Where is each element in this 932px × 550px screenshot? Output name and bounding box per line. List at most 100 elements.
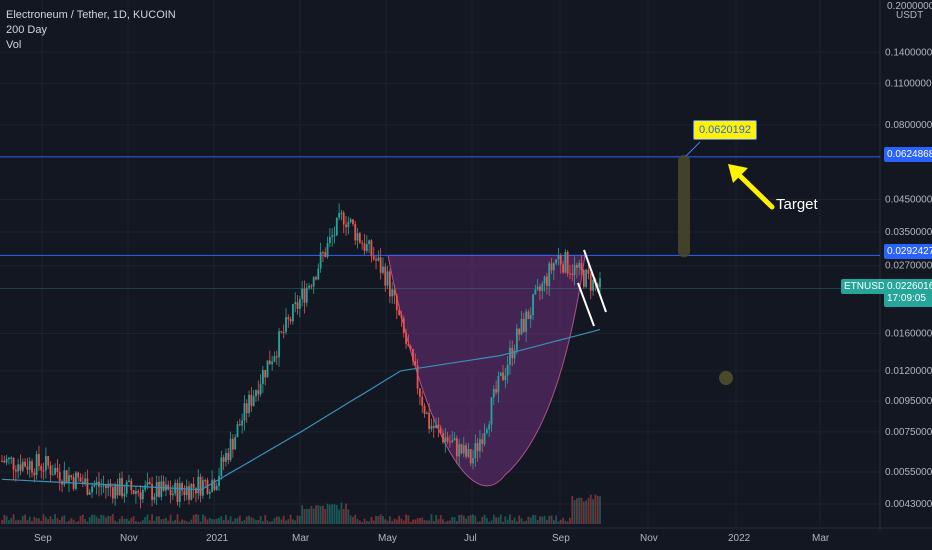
candle-body [571, 273, 574, 275]
volume-bar [262, 521, 264, 524]
candle-body [432, 426, 435, 429]
volume-bar [303, 509, 306, 524]
volume-bar [322, 505, 324, 524]
volume-bar [509, 514, 511, 524]
candle-body [388, 271, 391, 297]
volume-bar [589, 494, 592, 524]
volume-bar [292, 519, 294, 524]
volume-bar [559, 519, 562, 524]
volume-bar [342, 508, 345, 524]
candle-body [24, 461, 26, 467]
volume-bar [444, 521, 447, 524]
candle-body [492, 389, 495, 398]
volume-bar [582, 501, 585, 524]
volume-bar [504, 516, 507, 524]
volume-bar [125, 518, 128, 524]
candle-body [211, 479, 214, 492]
volume-bar [592, 499, 594, 524]
candle-body [467, 449, 470, 457]
y-tick-label: 0.0055000 [885, 467, 932, 478]
candle-body [292, 304, 294, 322]
candle-body [206, 480, 209, 494]
volume-bar [107, 515, 110, 524]
candle-body [587, 269, 590, 274]
volume-bar [77, 521, 80, 524]
candle-body [204, 480, 207, 482]
candle-body [331, 235, 334, 237]
candle-body [335, 217, 338, 236]
y-tick-label: 0.0270000 [885, 261, 932, 272]
volume-bar [594, 494, 597, 524]
candle-body [328, 236, 331, 244]
candle-body [518, 328, 521, 335]
candle-body [289, 319, 292, 322]
candle-body [192, 484, 195, 488]
candle-body [539, 286, 541, 291]
candle-body [340, 212, 343, 214]
volume-bar [502, 521, 504, 524]
candle-body [444, 437, 447, 443]
volume-bar [305, 508, 308, 524]
volume-bar [370, 516, 373, 524]
volume-bar [248, 515, 250, 524]
volume-bar [176, 514, 179, 524]
volume-bar [400, 518, 403, 524]
candle-body [220, 457, 223, 476]
volume-bar [495, 517, 498, 524]
volume-bar [338, 509, 340, 524]
volume-bar [280, 519, 283, 524]
candle-body [259, 383, 262, 395]
volume-bar [506, 519, 509, 524]
candle-body [213, 479, 216, 490]
target-range-bar [678, 154, 690, 258]
legend-vol: Vol [6, 39, 22, 51]
volume-bar [499, 514, 502, 524]
candle-body [114, 484, 117, 499]
candle-body [125, 481, 128, 494]
volume-bar [386, 520, 389, 524]
volume-bar [264, 515, 267, 524]
candle-body [532, 294, 534, 315]
y-top-label: 0.2000000 [887, 1, 932, 12]
volume-bar [388, 516, 391, 524]
candle-body [298, 299, 301, 309]
candle-body [527, 311, 530, 320]
volume-bar [333, 504, 336, 524]
candle-body [58, 471, 61, 481]
candle-body [215, 486, 218, 490]
volume-bar [382, 515, 384, 524]
candle-body [231, 438, 234, 450]
volume-bar [465, 518, 467, 524]
candle-body [42, 470, 45, 472]
cup-shape [387, 254, 586, 487]
candle-body [266, 360, 269, 378]
candle-body [14, 469, 17, 472]
volume-bar [476, 521, 479, 524]
volume-bar [95, 516, 98, 524]
volume-bar [550, 515, 553, 524]
candle-body [497, 375, 500, 393]
candle-body [227, 453, 230, 460]
candle-body [439, 427, 442, 434]
volume-bar [585, 500, 588, 524]
candle-body [370, 240, 373, 257]
volume-bar [543, 515, 546, 524]
y-tick-label: 0.1400000 [885, 47, 932, 58]
volume-bar [74, 521, 77, 524]
volume-bar [8, 520, 10, 524]
volume-bar [358, 520, 361, 524]
candle-body [372, 256, 375, 260]
volume-bar [3, 514, 6, 524]
volume-bar [257, 520, 260, 524]
volume-bar [91, 514, 93, 524]
volume-bar [324, 509, 327, 524]
volume-bar [328, 504, 331, 524]
candle-body [545, 276, 548, 287]
volume-bar [268, 521, 271, 524]
volume-bar [275, 516, 278, 524]
candle-body [74, 472, 77, 489]
candle-body [479, 439, 481, 452]
volume-bar [372, 520, 375, 524]
candle-body [248, 394, 250, 414]
